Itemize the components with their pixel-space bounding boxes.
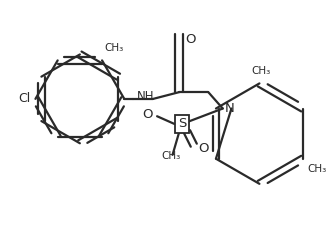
Text: O: O <box>142 108 152 121</box>
Text: O: O <box>199 142 209 154</box>
Text: N: N <box>225 102 235 115</box>
Text: CH₃: CH₃ <box>252 66 271 76</box>
Text: CH₃: CH₃ <box>161 151 180 161</box>
Text: CH₃: CH₃ <box>308 164 327 173</box>
Text: CH₃: CH₃ <box>104 43 123 53</box>
Text: O: O <box>185 32 196 46</box>
Text: NH: NH <box>137 91 154 103</box>
Text: S: S <box>178 118 187 130</box>
Text: Cl: Cl <box>18 92 31 105</box>
